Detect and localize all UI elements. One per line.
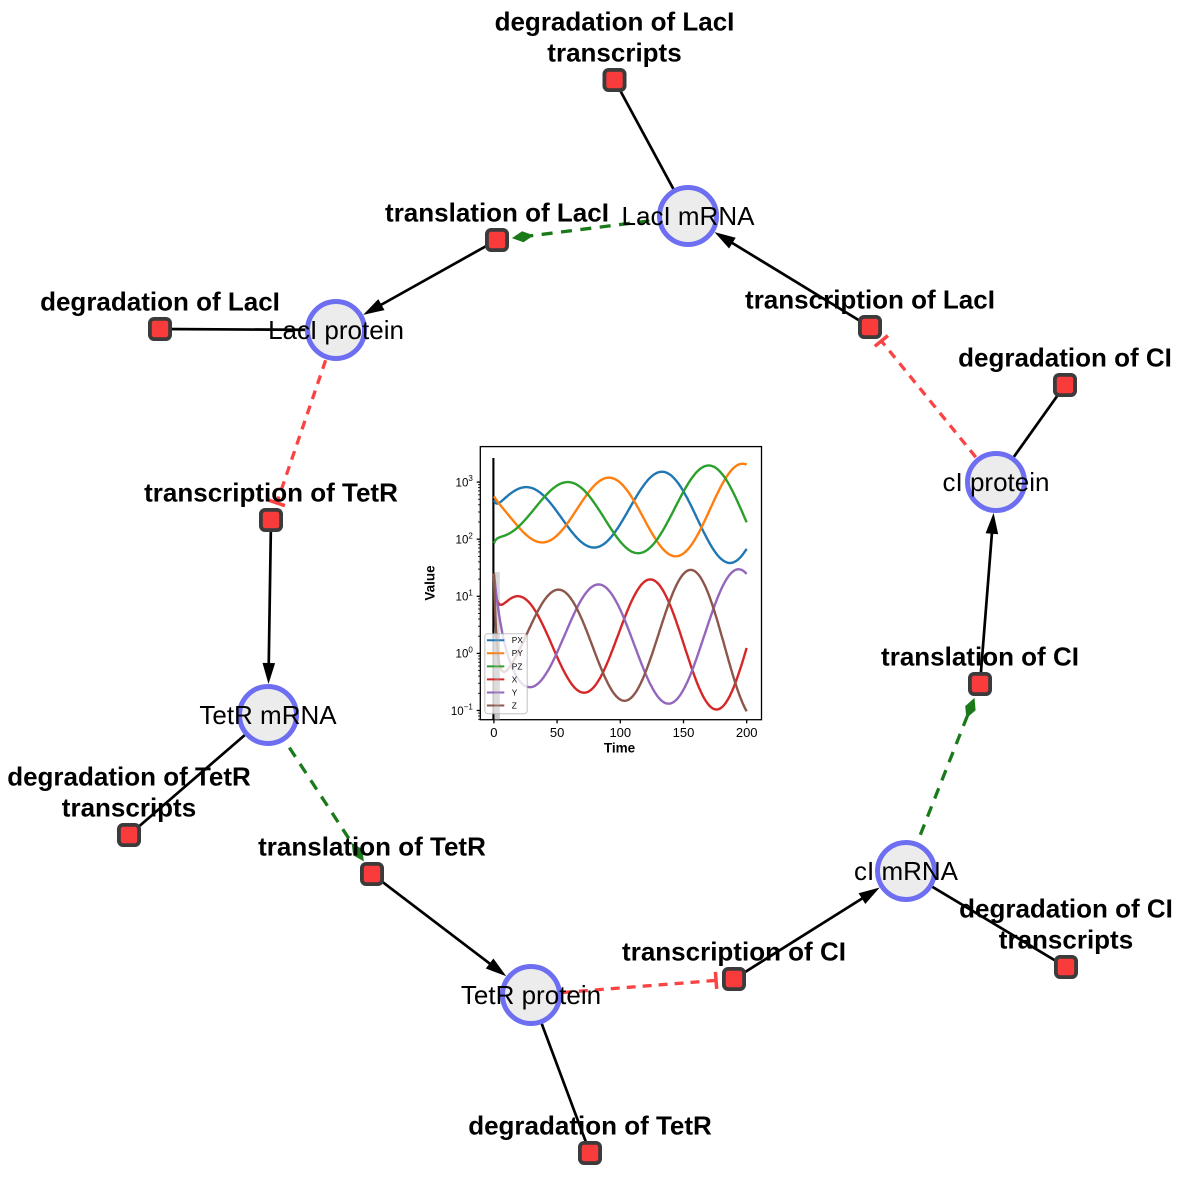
- svg-text:degradation of CI: degradation of CI: [959, 894, 1173, 924]
- svg-text:degradation of TetR: degradation of TetR: [7, 762, 251, 792]
- svg-text:cI protein: cI protein: [943, 467, 1050, 497]
- svg-text:100: 100: [609, 725, 631, 740]
- svg-text:TetR protein: TetR protein: [461, 980, 601, 1010]
- svg-text:50: 50: [550, 725, 564, 740]
- svg-text:transcripts: transcripts: [999, 925, 1133, 955]
- svg-text:transcripts: transcripts: [547, 38, 681, 68]
- svg-text:Z: Z: [512, 700, 517, 710]
- svg-text:200: 200: [736, 725, 758, 740]
- svg-text:LacI mRNA: LacI mRNA: [622, 201, 756, 231]
- svg-text:cI mRNA: cI mRNA: [854, 856, 959, 886]
- svg-text:translation of CI: translation of CI: [881, 642, 1079, 672]
- svg-text:degradation of LacI: degradation of LacI: [40, 287, 280, 317]
- svg-text:PY: PY: [512, 648, 524, 658]
- svg-text:0: 0: [490, 725, 497, 740]
- svg-text:X: X: [512, 674, 518, 684]
- svg-text:LacI protein: LacI protein: [268, 315, 404, 345]
- svg-text:transcripts: transcripts: [62, 793, 196, 823]
- svg-text:transcription of CI: transcription of CI: [622, 937, 846, 967]
- svg-text:PX: PX: [512, 635, 524, 645]
- svg-text:Time: Time: [604, 741, 636, 756]
- svg-text:translation of LacI: translation of LacI: [385, 198, 609, 228]
- svg-text:degradation of TetR: degradation of TetR: [468, 1111, 712, 1141]
- svg-text:transcription of LacI: transcription of LacI: [745, 285, 995, 315]
- svg-text:Value: Value: [423, 565, 438, 601]
- svg-text:degradation of CI: degradation of CI: [958, 343, 1172, 373]
- svg-text:degradation of LacI: degradation of LacI: [495, 7, 735, 37]
- svg-text:Y: Y: [512, 687, 518, 697]
- svg-text:TetR mRNA: TetR mRNA: [199, 700, 337, 730]
- svg-text:transcription of TetR: transcription of TetR: [144, 478, 398, 508]
- svg-text:translation of TetR: translation of TetR: [258, 832, 486, 862]
- svg-text:PZ: PZ: [512, 661, 523, 671]
- svg-text:150: 150: [673, 725, 695, 740]
